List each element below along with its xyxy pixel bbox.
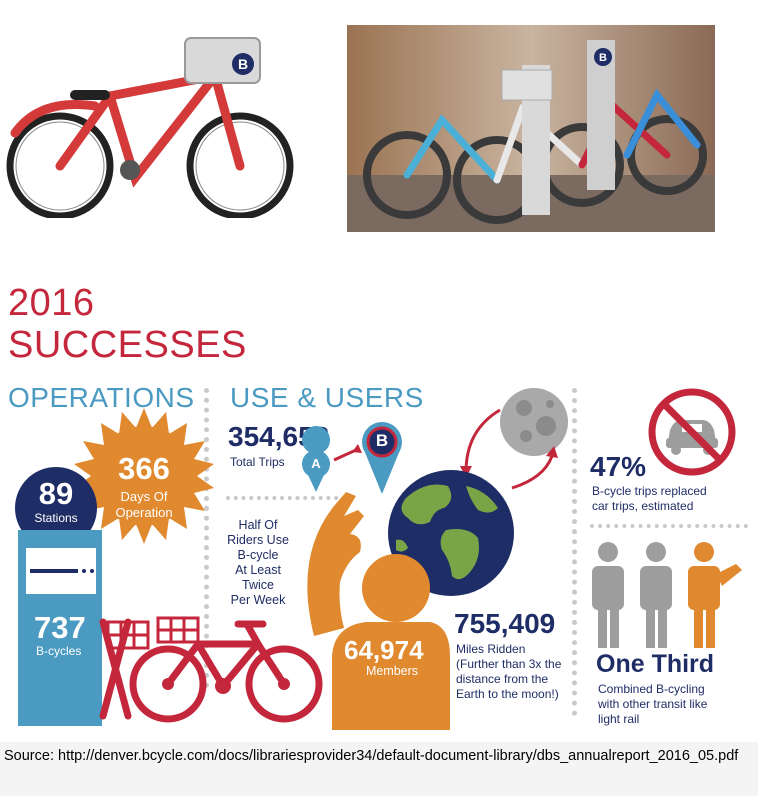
section-operations: OPERATIONS <box>8 382 195 413</box>
bike-station-photo: B <box>347 25 715 232</box>
riders-line: Per Week <box>230 593 286 607</box>
riders-line: At Least <box>235 563 281 577</box>
riders-line: Riders Use <box>227 533 289 547</box>
moon-icon <box>500 388 568 456</box>
no-car-icon <box>648 388 736 476</box>
replaced-label-2: car trips, estimated <box>592 499 694 513</box>
members-label: Members <box>365 664 419 678</box>
riders-line: Twice <box>242 578 274 592</box>
people-icon <box>592 542 742 648</box>
miles-note-line: Earth to the moon!) <box>456 687 559 701</box>
stations-circle <box>15 467 97 549</box>
trip-markers <box>302 422 402 494</box>
heading-year: 2016 <box>8 282 95 324</box>
bike-photo: B <box>6 37 294 218</box>
transit-label: Combined B-cycling with other transit li… <box>598 682 707 727</box>
transit-value: One Third <box>596 650 715 678</box>
divider-right <box>572 388 577 716</box>
source-caption: Source: http://denver.bcycle.com/docs/li… <box>0 742 758 796</box>
sun-icon <box>74 408 214 544</box>
transit-label-line: light rail <box>598 712 640 726</box>
marker-a-label: A <box>311 456 321 471</box>
transit-label-line: with other transit like <box>598 697 708 711</box>
replaced-label-1: B-cycle trips replaced <box>592 484 707 498</box>
divider-middle <box>226 496 346 500</box>
svg-text:B: B <box>238 56 248 72</box>
miles-note-line: (Further than 3x the <box>456 657 562 671</box>
divider-right-h <box>590 524 748 528</box>
trips-label: Total Trips <box>230 455 285 469</box>
days-label-1: Days Of <box>120 489 168 504</box>
miles-value: 755,409 <box>454 608 556 639</box>
riders-line: B-cycle <box>237 548 279 562</box>
card-stripe-icon <box>26 548 96 594</box>
heading-title: SUCCESSES <box>8 324 247 366</box>
replaced-value: 47% <box>590 451 647 482</box>
days-value: 366 <box>118 451 170 486</box>
miles-label: Miles Ridden <box>456 642 526 656</box>
transit-label-line: Combined B-cycling <box>598 682 705 696</box>
bcycles-value: 737 <box>34 610 86 645</box>
riders-text: Half Of Riders Use B-cycle At Least Twic… <box>222 518 294 608</box>
svg-text:B: B <box>599 52 607 64</box>
section-use-users: USE & USERS <box>230 382 424 413</box>
miles-note: (Further than 3x the distance from the E… <box>456 657 561 702</box>
members-value: 64,974 <box>344 635 424 665</box>
member-figure-icon <box>307 492 450 730</box>
miles-note-line: distance from the <box>456 672 549 686</box>
stations-label: Stations <box>34 511 78 525</box>
red-bike-icon <box>99 616 323 723</box>
marker-b-label: B <box>375 431 389 450</box>
bcycles-label: B-cycles <box>36 644 82 658</box>
divider-left <box>204 388 209 688</box>
riders-line: Half Of <box>238 518 278 532</box>
days-label-2: Operation <box>115 505 173 520</box>
stations-value: 89 <box>38 476 74 511</box>
